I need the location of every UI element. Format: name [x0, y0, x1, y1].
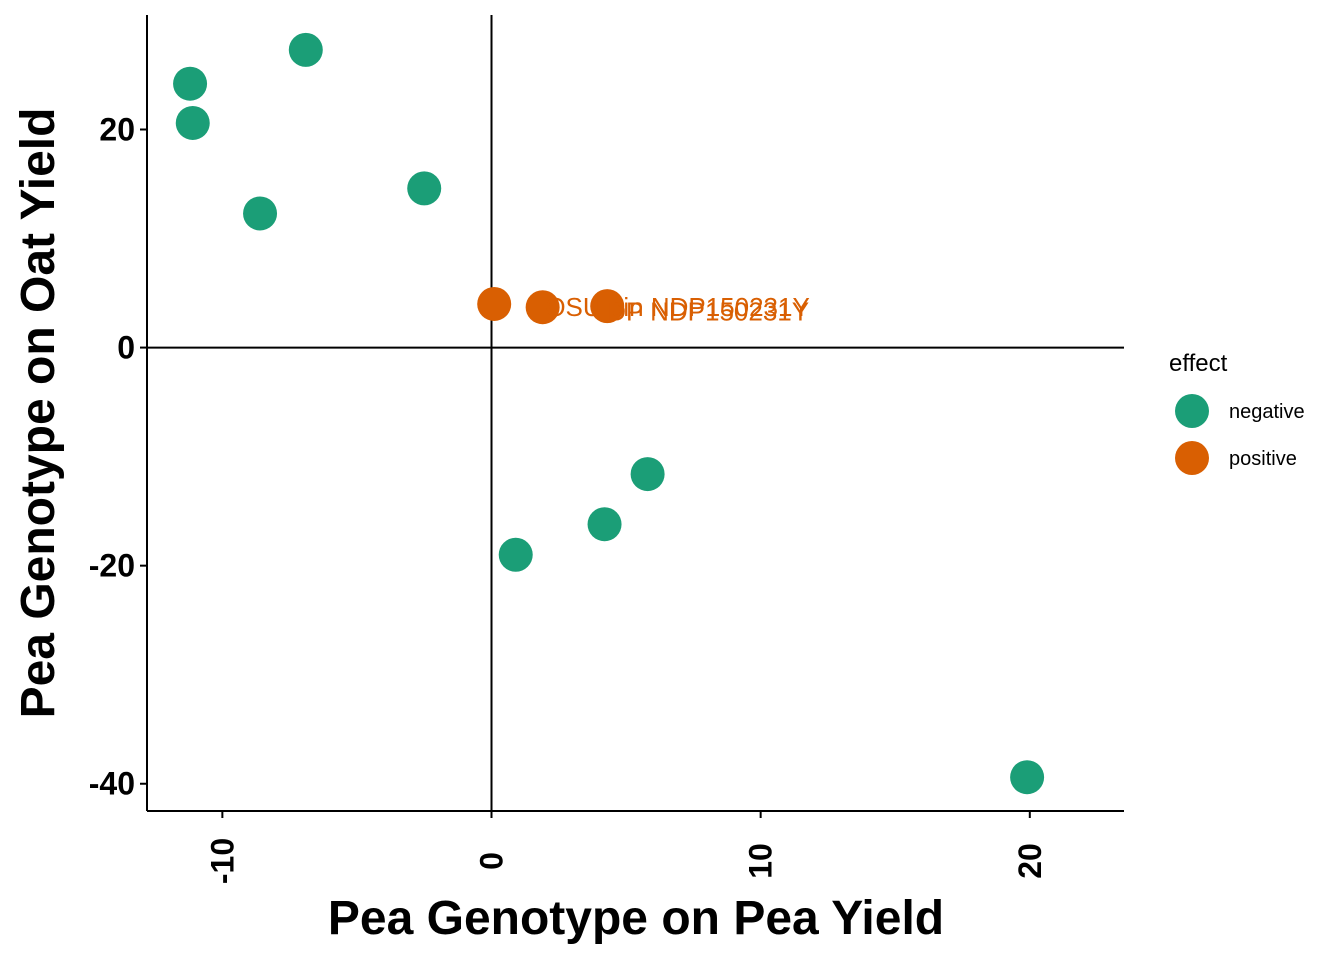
y-tick-label: -20	[89, 548, 135, 584]
positive-point	[525, 290, 560, 325]
y-tick-label: 20	[99, 111, 135, 147]
negative-point	[630, 457, 665, 492]
negative-point	[173, 66, 208, 101]
x-tick-label: 20	[1012, 843, 1048, 879]
x-axis-ticks: -10 0 10 20	[204, 811, 1048, 884]
negative-point	[1010, 760, 1045, 795]
y-axis-title: Pea Genotype on Oat Yield	[12, 108, 65, 719]
negative-point	[175, 105, 210, 140]
legend-key-positive	[1175, 441, 1209, 475]
x-axis-title: Pea Genotype on Pea Yield	[328, 892, 944, 945]
data-points	[173, 32, 1045, 795]
y-tick-label: -40	[89, 766, 135, 802]
y-axis-ticks: -40 -20 0 20	[89, 111, 147, 802]
y-tick-label: 0	[117, 330, 135, 366]
point-label: OSU pin NDP150231Y	[545, 292, 809, 322]
legend-label-positive: positive	[1229, 448, 1297, 470]
x-tick-label: 0	[474, 852, 510, 870]
x-tick-label: -10	[204, 838, 240, 884]
legend-label-negative: negative	[1229, 401, 1305, 423]
legend: effect negative positive	[1169, 350, 1305, 475]
negative-point	[288, 32, 323, 67]
legend-title: effect	[1169, 350, 1228, 377]
negative-point	[587, 507, 622, 542]
positive-point	[477, 286, 512, 321]
positive-point	[590, 289, 625, 324]
legend-key-negative	[1175, 394, 1209, 428]
negative-point	[407, 171, 442, 206]
x-tick-label: 10	[743, 843, 779, 879]
negative-point	[243, 196, 278, 231]
plot-panel	[146, 15, 1124, 812]
point-label: DP NDP150231Y	[607, 297, 809, 327]
negative-point	[498, 537, 533, 572]
